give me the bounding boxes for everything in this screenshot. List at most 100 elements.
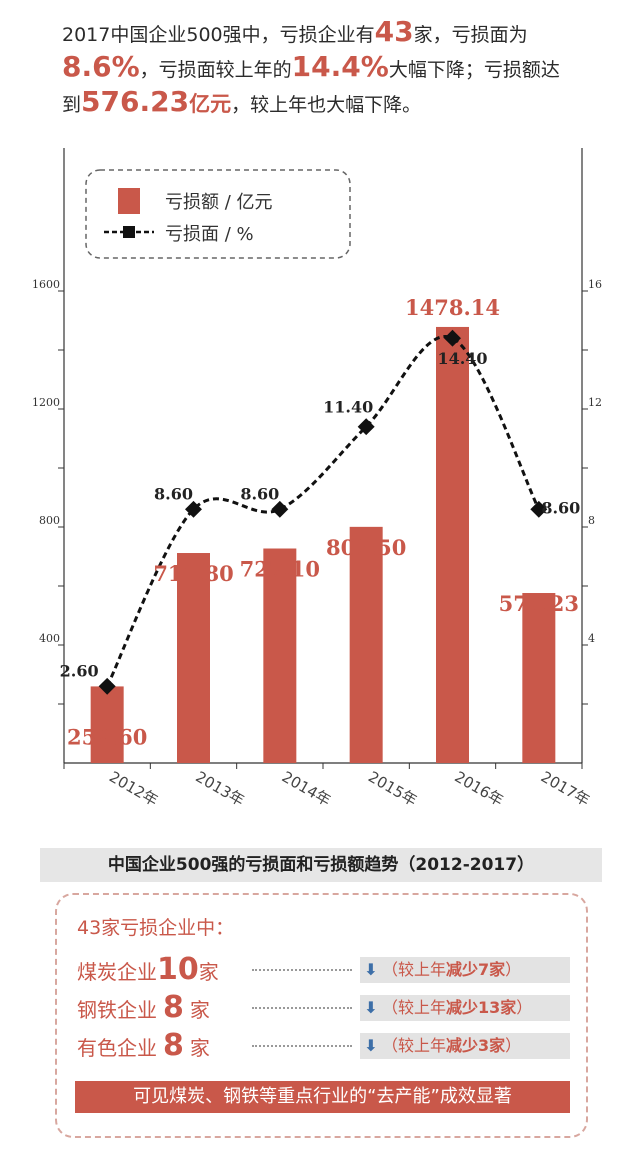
- dotted-leader: [252, 1007, 352, 1009]
- bar: [522, 593, 556, 763]
- legend-bar-label: 亏损额 / 亿元: [165, 192, 273, 213]
- x-tick-label: 2012年: [106, 768, 161, 810]
- bar: [349, 526, 383, 763]
- headline-line-3: 到576.23亿元，较上年也大幅下降。: [62, 86, 622, 121]
- industry-count: 8: [163, 990, 184, 1025]
- right-tick-label: 4: [588, 632, 595, 645]
- legend-frame: [85, 169, 351, 259]
- line-value-label: 8.60: [154, 484, 193, 503]
- dotted-leader: [252, 1045, 352, 1047]
- list-item: 有色企业 8 家 ⬇ （较上年减少3家）: [77, 1031, 577, 1061]
- x-tick-label: 2014年: [279, 768, 334, 810]
- bar-value-label: 800.50: [326, 535, 406, 560]
- legend-line-marker: [123, 226, 135, 238]
- right-tick-label: 16: [588, 278, 602, 291]
- headline-text: 2017中国企业500强中，亏损企业有: [62, 24, 375, 46]
- line-point: [530, 500, 548, 518]
- note-change: 减少7家: [446, 960, 506, 979]
- line-series: [98, 329, 548, 695]
- down-arrow-icon: ⬇: [364, 998, 378, 1017]
- headline: 2017中国企业500强中，亏损企业有43家，亏损面为 8.6%，亏损面较上年的…: [62, 16, 622, 121]
- note-text: ）: [505, 1036, 522, 1055]
- legend: 亏损额 / 亿元 亏损面 / %: [85, 169, 351, 259]
- industry-unit: 家: [189, 1036, 210, 1060]
- conclusion-banner: 可见煤炭、钢铁等重点行业的“去产能”成效显著: [75, 1081, 570, 1113]
- headline-text: 大幅下降；亏损额达: [388, 59, 560, 81]
- note-text: （较上年: [382, 1036, 447, 1055]
- bar: [90, 686, 124, 763]
- note-change: 减少13家: [446, 998, 517, 1017]
- left-tick-label: 400: [39, 632, 60, 645]
- bar-value-label: 1478.14: [405, 295, 500, 320]
- bar-value-label: 576.23: [499, 591, 579, 616]
- left-tick-label: 800: [39, 514, 60, 527]
- headline-text: ，较上年也大幅下降。: [231, 94, 422, 116]
- headline-line-2: 8.6%，亏损面较上年的14.4%大幅下降；亏损额达: [62, 51, 622, 86]
- industry-name: 钢铁企业 8 家: [77, 993, 210, 1025]
- chart-subtitle: 中国企业500强的亏损面和亏损额趋势（2012-2017）: [40, 848, 602, 882]
- dotted-leader: [252, 969, 352, 971]
- right-tick-label: 8: [588, 514, 595, 527]
- right-tick-label: 12: [588, 396, 602, 409]
- industry-count: 8: [163, 1028, 184, 1063]
- loss-breakdown-box: 43家亏损企业中： 煤炭企业10家 ⬇ （较上年减少7家） 钢铁企业 8 家 ⬇ （较上…: [55, 893, 588, 1138]
- list-item: 钢铁企业 8 家 ⬇ （较上年减少13家）: [77, 993, 577, 1023]
- industry-unit: 家: [189, 998, 210, 1022]
- line-path: [105, 335, 541, 687]
- x-tick-label: 2016年: [451, 768, 506, 810]
- industry-label: 有色企业: [77, 1036, 157, 1060]
- line-value-label: 11.40: [323, 398, 373, 417]
- legend-line-label: 亏损面 / %: [165, 224, 254, 245]
- bar-value-label: 259.60: [67, 724, 147, 749]
- line-point: [271, 500, 289, 518]
- line-point: [185, 500, 202, 518]
- bar-value-label: 711.80: [153, 561, 233, 586]
- headline-loss-amount: 576.23: [81, 85, 190, 118]
- bar-value-label: 727.10: [240, 557, 320, 582]
- headline-unit: 亿元: [189, 92, 232, 116]
- box-heading: 43家亏损企业中：: [77, 917, 235, 939]
- bar: [263, 548, 297, 763]
- line-value-label: 14.40: [437, 349, 487, 368]
- industry-name: 有色企业 8 家: [77, 1031, 210, 1063]
- line-point: [444, 329, 461, 347]
- line-value-label: 2.60: [60, 661, 99, 680]
- headline-line-1: 2017中国企业500强中，亏损企业有43家，亏损面为: [62, 16, 622, 51]
- industry-label: 钢铁企业: [77, 998, 157, 1022]
- note-text: （较上年: [382, 998, 447, 1017]
- left-tick-label: 1200: [32, 396, 60, 409]
- line-value-label: 8.60: [541, 498, 580, 517]
- note-text: ）: [516, 998, 533, 1017]
- bar-series: [90, 326, 556, 763]
- headline-prev-rate: 14.4%: [291, 50, 389, 83]
- left-tick-label: 1600: [32, 278, 60, 291]
- headline-text: 家，亏损面为: [413, 24, 528, 46]
- list-item: 煤炭企业10家 ⬇ （较上年减少7家）: [77, 955, 577, 985]
- industry-count: 10: [157, 952, 199, 987]
- change-tag: ⬇ （较上年减少7家）: [360, 957, 570, 983]
- down-arrow-icon: ⬇: [364, 1036, 378, 1055]
- change-tag: ⬇ （较上年减少3家）: [360, 1033, 570, 1059]
- x-tick-label: 2017年: [538, 768, 593, 810]
- headline-text: 到: [62, 94, 82, 116]
- note-change: 减少3家: [446, 1036, 506, 1055]
- change-tag: ⬇ （较上年减少13家）: [360, 995, 570, 1021]
- line-value-label: 8.60: [240, 484, 279, 503]
- note-text: ）: [505, 960, 522, 979]
- industry-label: 煤炭企业: [77, 960, 157, 984]
- bar: [177, 553, 210, 763]
- note-text: （较上年: [382, 960, 447, 979]
- industry-unit: 家: [198, 960, 219, 984]
- x-tick-label: 2013年: [192, 768, 247, 810]
- headline-loss-rate: 8.6%: [62, 50, 140, 83]
- x-tick-label: 2015年: [365, 768, 420, 810]
- line-point: [98, 677, 116, 695]
- down-arrow-icon: ⬇: [364, 960, 378, 979]
- line-point: [357, 418, 375, 436]
- loss-chart: 400 800 1200 1600 4 8 12 16 2012年 2013年 2014年 2015年…: [32, 148, 602, 810]
- industry-name: 煤炭企业10家: [77, 955, 219, 987]
- bar: [436, 326, 469, 763]
- legend-bar-swatch: [118, 188, 140, 214]
- headline-loss-count: 43: [374, 15, 414, 48]
